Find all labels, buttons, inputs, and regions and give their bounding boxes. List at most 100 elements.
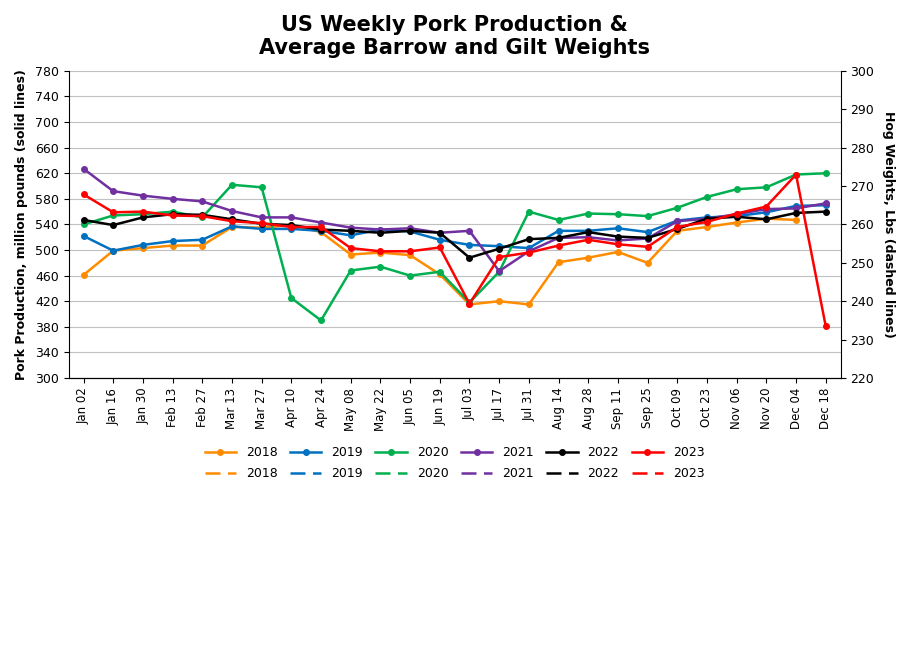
2023	[494, 253, 505, 261]
2018	[434, 270, 445, 278]
2021	[257, 214, 268, 221]
2019	[286, 225, 297, 233]
2019	[464, 241, 475, 249]
2018	[78, 271, 89, 279]
2019	[494, 242, 505, 250]
2020	[672, 204, 682, 212]
2022	[167, 210, 178, 218]
2022	[405, 227, 416, 235]
Line: 2022: 2022	[81, 209, 828, 260]
2023	[791, 171, 802, 178]
2019	[257, 225, 268, 233]
Line: 2019: 2019	[81, 202, 828, 253]
2022	[286, 221, 297, 229]
2020	[227, 181, 238, 189]
2021	[702, 215, 713, 223]
Line: 2023: 2023	[81, 172, 828, 329]
2022	[672, 225, 682, 233]
2022	[137, 214, 148, 221]
2022	[345, 227, 356, 235]
2020	[612, 210, 623, 218]
2018	[405, 251, 416, 259]
2022	[791, 209, 802, 217]
2022	[732, 213, 743, 221]
2020	[553, 216, 564, 224]
2020	[732, 185, 743, 193]
2018	[672, 227, 682, 235]
2023	[167, 212, 178, 219]
2019	[405, 227, 416, 235]
2023	[642, 243, 653, 251]
2023	[523, 249, 534, 256]
2023	[197, 212, 207, 220]
2021	[761, 205, 772, 213]
Legend: 2018, 2019, 2020, 2021, 2022, 2023: 2018, 2019, 2020, 2021, 2022, 2023	[199, 463, 710, 485]
2020	[494, 268, 505, 276]
2021	[227, 207, 238, 215]
2019	[612, 224, 623, 232]
2020	[316, 317, 327, 325]
2022	[820, 208, 831, 215]
2018	[553, 258, 564, 266]
2022	[642, 234, 653, 242]
2021	[642, 235, 653, 243]
Y-axis label: Hog Weights, Lbs (dashed lines): Hog Weights, Lbs (dashed lines)	[882, 111, 895, 338]
2019	[820, 201, 831, 209]
2020	[434, 268, 445, 276]
2020	[791, 171, 802, 178]
2021	[78, 165, 89, 173]
2020	[197, 214, 207, 221]
2022	[702, 215, 713, 223]
Line: 2021: 2021	[81, 166, 828, 274]
2020	[582, 210, 593, 217]
2021	[316, 219, 327, 227]
2019	[137, 241, 148, 249]
2022	[197, 211, 207, 219]
2020	[345, 266, 356, 274]
2018	[107, 247, 118, 254]
2022	[494, 245, 505, 253]
2019	[702, 214, 713, 221]
2018	[702, 223, 713, 231]
Line: 2020: 2020	[81, 171, 828, 323]
2018	[227, 223, 238, 231]
2019	[78, 232, 89, 240]
2020	[167, 208, 178, 215]
2019	[523, 244, 534, 252]
2023	[732, 210, 743, 217]
2019	[791, 202, 802, 210]
2018	[286, 221, 297, 229]
2021	[791, 204, 802, 212]
2022	[761, 215, 772, 223]
2022	[612, 233, 623, 241]
2021	[375, 225, 386, 233]
2020	[405, 272, 416, 280]
2019	[582, 227, 593, 235]
2019	[761, 208, 772, 216]
2021	[345, 223, 356, 231]
2018	[345, 251, 356, 258]
2020	[137, 210, 148, 218]
2020	[820, 169, 831, 177]
2021	[523, 247, 534, 255]
2022	[257, 220, 268, 228]
2023	[227, 217, 238, 225]
2018	[791, 216, 802, 224]
2019	[345, 231, 356, 239]
2020	[642, 212, 653, 220]
2023	[582, 236, 593, 244]
2023	[672, 223, 682, 231]
2020	[286, 294, 297, 302]
2023	[761, 202, 772, 210]
2019	[434, 236, 445, 244]
2018	[582, 254, 593, 262]
2022	[464, 254, 475, 262]
2019	[375, 225, 386, 233]
2020	[702, 193, 713, 201]
2021	[405, 224, 416, 232]
2020	[78, 221, 89, 229]
2021	[732, 210, 743, 218]
2022	[582, 228, 593, 236]
2021	[612, 237, 623, 245]
2023	[434, 243, 445, 251]
